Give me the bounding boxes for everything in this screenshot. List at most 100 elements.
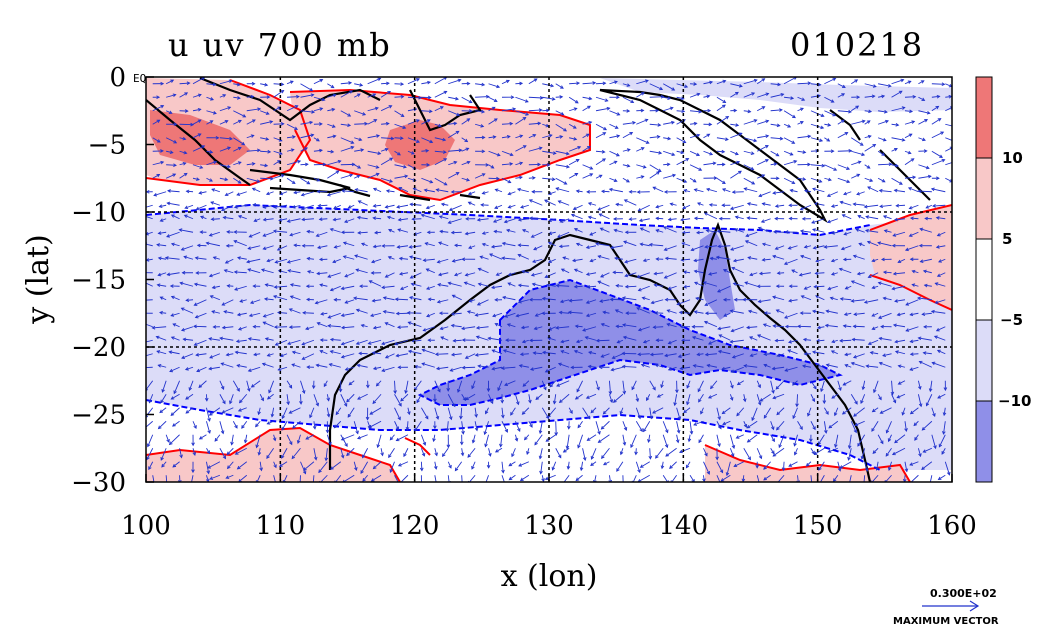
- wind-vector-head: [719, 469, 724, 474]
- wind-vector: [931, 434, 937, 449]
- wind-vector-head: [480, 203, 484, 207]
- wind-vector: [582, 146, 591, 152]
- wind-vector-head: [319, 107, 324, 111]
- wind-vector: [851, 174, 860, 179]
- wind-vector: [873, 380, 879, 393]
- wind-vector-head: [765, 92, 770, 96]
- wind-vector-head: [316, 189, 321, 194]
- wind-vector-head: [787, 349, 792, 353]
- wind-vector-head: [406, 311, 411, 315]
- wind-vector: [910, 474, 919, 482]
- wind-vector: [757, 135, 769, 139]
- wind-vector-head: [427, 297, 432, 302]
- wind-vector-head: [507, 272, 512, 277]
- date-code: 010218: [790, 26, 925, 64]
- wind-vector-head: [425, 205, 430, 210]
- wind-vector-head: [901, 106, 906, 110]
- wind-vector: [868, 272, 879, 278]
- wind-vector-head: [324, 457, 329, 462]
- wind-vector-head: [266, 353, 271, 357]
- wind-vector: [446, 421, 449, 432]
- wind-vector-head: [722, 269, 727, 273]
- wind-vector-head: [747, 256, 752, 260]
- wind-vector: [548, 241, 556, 247]
- wind-vector-head: [199, 165, 204, 169]
- wind-vector: [414, 366, 422, 368]
- wind-vector: [683, 407, 691, 413]
- wind-vector-head: [384, 355, 389, 359]
- wind-vector-head: [648, 455, 653, 460]
- wind-vector-head: [708, 341, 712, 345]
- wind-vector-head: [204, 397, 209, 402]
- wind-vector: [844, 312, 852, 316]
- wind-vector: [910, 217, 919, 220]
- wind-vector-head: [614, 125, 619, 129]
- wind-vector-head: [650, 300, 655, 305]
- wind-vector: [883, 297, 892, 301]
- wind-vector: [286, 123, 298, 130]
- wind-vector: [503, 349, 516, 355]
- wind-vector: [904, 150, 911, 154]
- wind-vector-head: [196, 243, 201, 248]
- wind-vector: [319, 218, 328, 220]
- wind-vector-head: [332, 259, 337, 264]
- wind-vector: [522, 229, 530, 233]
- wind-vector-head: [326, 397, 330, 402]
- wind-vector-head: [491, 366, 496, 371]
- wind-vector-head: [628, 189, 633, 194]
- wind-vector-head: [572, 206, 577, 210]
- wind-vector-head: [882, 353, 886, 357]
- wind-vector: [708, 393, 718, 399]
- wind-vector-head: [197, 133, 202, 137]
- wind-vector-head: [525, 112, 530, 116]
- wind-vector-head: [262, 205, 267, 209]
- wind-vector-head: [456, 112, 461, 117]
- equator-marker: EQ: [133, 72, 147, 85]
- wind-vector: [411, 283, 422, 287]
- wind-vector-head: [853, 429, 857, 434]
- wind-vector: [800, 230, 812, 233]
- wind-vector: [883, 215, 892, 220]
- wind-vector: [918, 175, 931, 179]
- wind-vector: [340, 394, 348, 407]
- wind-vector: [797, 82, 811, 85]
- wind-vector-head: [909, 109, 914, 114]
- wind-vector-head: [883, 109, 888, 114]
- wind-vector: [273, 461, 277, 468]
- wind-vector-head: [377, 151, 382, 156]
- wind-vector: [448, 122, 457, 125]
- wind-vector-head: [333, 245, 338, 249]
- wind-vector: [287, 339, 301, 345]
- wind-vector: [171, 393, 180, 400]
- wind-vector-head: [585, 133, 590, 137]
- wind-vector: [246, 258, 261, 263]
- wind-vector: [305, 434, 315, 440]
- wind-vector: [273, 137, 282, 142]
- wind-vector-head: [264, 283, 269, 287]
- wind-vector: [770, 93, 784, 98]
- wind-vector: [909, 231, 919, 237]
- wind-vector-head: [342, 241, 347, 246]
- wind-vector: [497, 380, 503, 391]
- wind-vector: [622, 164, 630, 167]
- x-tick-label: 130: [524, 511, 574, 541]
- wind-vector-head: [799, 206, 804, 211]
- wind-vector: [703, 448, 708, 456]
- wind-vector-head: [642, 258, 647, 263]
- wind-vector: [923, 447, 933, 453]
- wind-vector-head: [825, 309, 830, 314]
- wind-vector-head: [315, 402, 320, 407]
- wind-vector: [273, 204, 288, 208]
- wind-vector-head: [730, 453, 735, 458]
- wind-vector: [286, 177, 296, 184]
- wind-vector-head: [173, 140, 178, 144]
- wind-vector: [206, 475, 209, 482]
- wind-vector-head: [667, 96, 672, 100]
- wind-vector-head: [255, 444, 259, 449]
- wind-vector-head: [519, 175, 523, 180]
- wind-vector: [624, 199, 637, 206]
- wind-vector: [703, 150, 713, 155]
- wind-vector-head: [931, 361, 936, 366]
- wind-vector: [301, 191, 315, 196]
- wind-vector: [831, 258, 838, 262]
